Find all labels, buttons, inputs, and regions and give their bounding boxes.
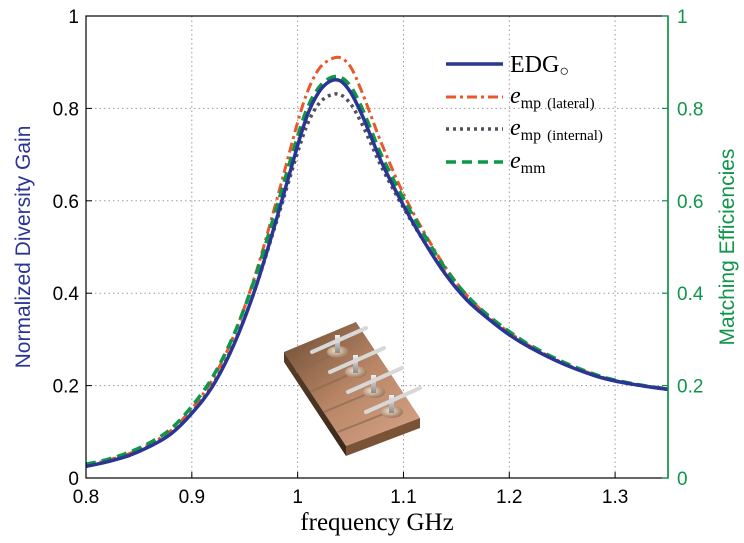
y-axis-label-left: Normalized Diversity Gain: [12, 126, 35, 369]
x-tick-label: 1.1: [390, 487, 416, 508]
legend-label-mm: emm: [510, 148, 546, 177]
x-tick-label: 0.9: [179, 487, 205, 508]
y-tick-label-right: 0.8: [677, 99, 703, 120]
y-tick-label-right: 0.6: [677, 192, 703, 213]
x-tick-label: 1: [292, 487, 303, 508]
x-tick-label: 1.2: [496, 487, 522, 508]
y-tick-label-left: 1: [68, 7, 79, 28]
y-tick-label-right: 1: [677, 7, 688, 28]
antenna-array-illustration: [284, 322, 422, 456]
legend-label-mp-lateral: emp (lateral): [510, 83, 595, 112]
grid-lines: [86, 16, 668, 478]
y-tick-label-right: 0.2: [677, 377, 703, 398]
legend: EDG○ emp (lateral) emp (internal) emm: [446, 52, 603, 177]
legend-label-mp-internal: emp (internal): [510, 115, 603, 144]
y-tick-label-left: 0.6: [53, 192, 79, 213]
y-tick-label-left: 0: [68, 469, 79, 490]
tick-group: 0.8 0.9 1 1.1 1.2 1.3 0 0.2 0.4 0.6 0.8 1 0 0.2 0.4 0.6…: [53, 7, 704, 508]
series-line-edg: [85, 77, 669, 469]
legend-label-edg: EDG○: [510, 52, 569, 80]
x-tick-label: 1.3: [602, 487, 628, 508]
y-tick-label-left: 0.4: [53, 284, 80, 305]
y-axis-label-right: Matching Efficiencies: [716, 149, 739, 346]
y-tick-label-right: 0.4: [677, 284, 704, 305]
x-tick-label: 0.8: [73, 487, 99, 508]
series-group: [85, 55, 669, 469]
y-tick-label-right: 0: [677, 469, 688, 490]
x-axis-label: frequency GHz: [300, 509, 453, 536]
y-tick-label-left: 0.8: [53, 99, 79, 120]
y-tick-label-left: 0.2: [53, 377, 79, 398]
